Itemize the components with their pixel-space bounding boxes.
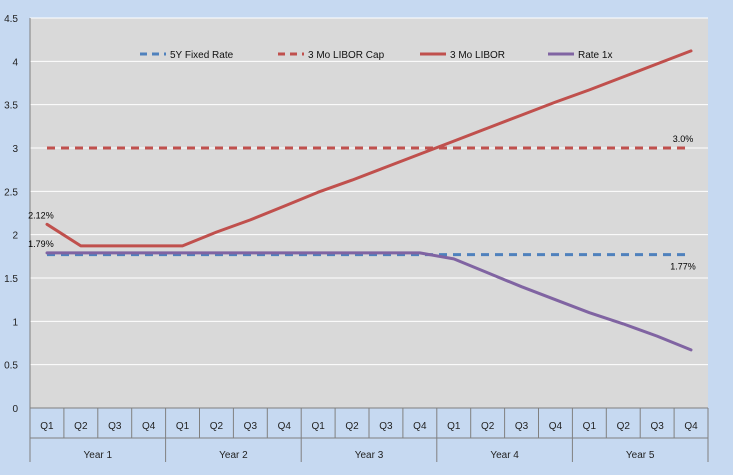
plot-area [30,18,708,408]
y-tick-label: 4 [12,57,18,68]
x-group-label: Year 1 [84,450,113,461]
y-tick-label: 0.5 [4,361,18,372]
x-group-label: Year 2 [219,450,248,461]
x-group-label: Year 4 [490,450,519,461]
x-tick-label: Q4 [549,421,563,432]
x-tick-label: Q2 [481,421,495,432]
x-tick-label: Q1 [311,421,325,432]
x-tick-label: Q1 [447,421,461,432]
x-tick-label: Q1 [583,421,597,432]
x-tick-label: Q3 [650,421,664,432]
x-tick-label: Q4 [413,421,427,432]
x-group-label: Year 5 [626,450,655,461]
x-tick-label: Q4 [142,421,156,432]
data-label: 1.79% [28,239,54,249]
legend-label: Rate 1x [578,50,612,61]
x-tick-label: Q4 [278,421,292,432]
x-tick-label: Q2 [617,421,631,432]
x-group-label: Year 3 [355,450,384,461]
legend-label: 3 Mo LIBOR Cap [308,50,385,61]
series-line-3-mo-libor [45,49,693,248]
y-tick-label: 4.5 [4,14,18,25]
y-tick-label: 1.5 [4,274,18,285]
y-tick-label: 2 [12,231,18,242]
series-line-rate-1x [45,251,693,352]
x-tick-label: Q2 [210,421,224,432]
y-tick-label: 0 [12,404,18,415]
y-tick-label: 1 [12,317,18,328]
y-tick-label: 3.5 [4,101,18,112]
x-tick-label: Q3 [515,421,529,432]
x-tick-label: Q4 [684,421,698,432]
data-label: 3.0% [673,134,694,144]
x-tick-label: Q1 [40,421,54,432]
x-tick-label: Q3 [379,421,393,432]
legend-label: 5Y Fixed Rate [170,50,234,61]
x-tick-label: Q1 [176,421,190,432]
legend-label: 3 Mo LIBOR [450,50,505,61]
x-tick-label: Q3 [108,421,122,432]
x-tick-label: Q2 [74,421,88,432]
x-tick-label: Q2 [345,421,359,432]
data-label: 2.12% [28,210,54,220]
y-tick-label: 3 [12,144,18,155]
y-tick-label: 2.5 [4,187,18,198]
data-label: 1.77% [670,262,696,272]
x-tick-label: Q3 [244,421,258,432]
